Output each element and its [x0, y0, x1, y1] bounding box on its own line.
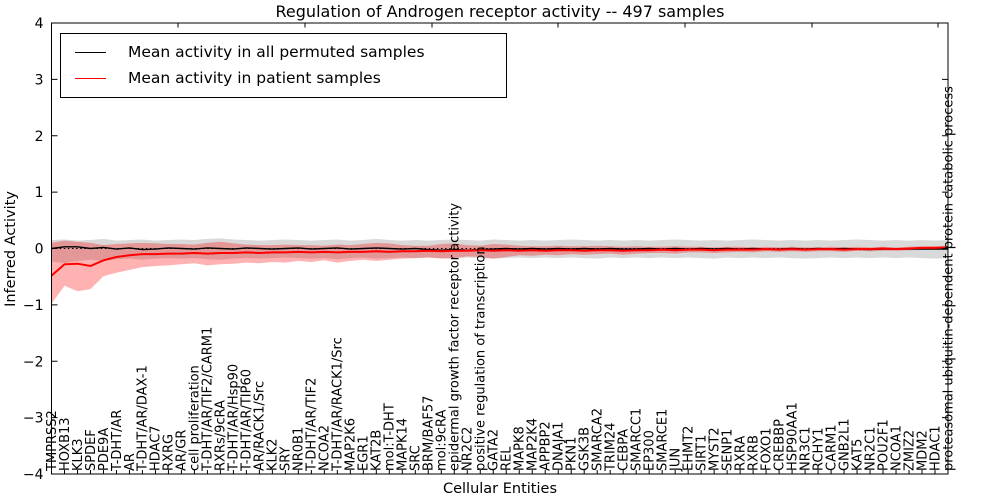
x-tick-label: SRC: [409, 445, 424, 471]
x-tick-label: AR: [123, 453, 138, 471]
x-tick-label: CEBPA: [616, 429, 631, 471]
x-tick-label: RXRs/9cRA: [214, 400, 229, 471]
x-tick-label: SRY: [279, 447, 294, 471]
x-tick-label: positive regulation of transcription: [474, 246, 489, 471]
x-tick-label: T-DHT/AR/DAX-1: [136, 365, 151, 472]
y-tick-label: −4: [23, 467, 44, 483]
x-tick-label: TMPRSS2: [45, 410, 60, 472]
x-tick-label: RXRG: [162, 434, 177, 471]
y-axis-label: Inferred Activity: [3, 191, 19, 307]
x-tick-label: mol:9cRA: [435, 409, 450, 471]
x-tick-label: MAPK14: [396, 418, 411, 471]
x-tick-label: NR3C1: [798, 427, 813, 471]
x-tick-label: NR0B1: [292, 427, 307, 471]
x-tick-label: epidermal growth factor receptor activit…: [448, 203, 463, 471]
x-tick-label: NCOA2: [318, 425, 333, 471]
x-tick-label: T-DHT/AR/TIF2: [305, 378, 320, 472]
permuted-line-sample-icon: [75, 51, 106, 53]
x-tick-label: HOXB13: [58, 417, 73, 471]
x-tick-label: KAT5: [850, 439, 865, 471]
y-tick-label: 4: [35, 16, 44, 32]
x-tick-label: HDAC7: [149, 425, 164, 471]
x-tick-label: T-DHT/AR/TIF2/CARM1: [201, 327, 216, 472]
x-tick-label: SMARCC1: [629, 408, 644, 471]
x-tick-label: ZMIZ2: [902, 430, 917, 471]
y-tick-label: −2: [23, 354, 44, 370]
x-tick-label: AR/GR: [175, 430, 190, 471]
x-tick-label: GNB2L1: [837, 418, 852, 471]
x-tick-label: RXRB: [746, 435, 761, 471]
patient-line-sample-icon: [75, 78, 106, 80]
patient-mean-line: [50, 246, 949, 277]
y-tick-label: −1: [23, 298, 44, 314]
legend-entry-patient: Mean activity in patient samples: [75, 69, 506, 87]
y-tick-label: 3: [35, 72, 44, 88]
x-tick-label: BRM/BAF57: [422, 396, 437, 471]
x-tick-label: DNAJA1: [552, 422, 567, 471]
x-tick-label: KLK3: [71, 438, 86, 471]
patient-band: [51, 240, 948, 304]
legend-label-permuted: Mean activity in all permuted samples: [128, 42, 425, 61]
x-tick-label: PDE9A: [97, 428, 112, 471]
x-tick-label: MAP2K6: [344, 418, 359, 471]
x-tick-label: POU2F1: [876, 419, 891, 471]
legend-entry-permuted: Mean activity in all permuted samples: [75, 42, 506, 61]
x-tick-label: MAPK8: [513, 426, 528, 471]
x-tick-label: SMARCE1: [655, 409, 670, 471]
x-tick-label: PKN1: [565, 437, 580, 471]
x-tick-label: T-DHT/AR/TIP60: [240, 369, 255, 472]
x-tick-label: RCHY1: [811, 428, 826, 471]
x-tick-label: EHMT2: [681, 426, 696, 471]
x-tick-label: JUN: [668, 448, 683, 472]
x-tick-label: AR/RACK1/Src: [253, 381, 268, 471]
x-axis-label: Cellular Entities: [442, 481, 558, 497]
x-tick-label: T-DHT/AR: [110, 410, 125, 472]
x-tick-label: EGR1: [357, 435, 372, 471]
x-tick-label: CARM1: [824, 425, 839, 472]
x-tick-label: cell proliferation: [188, 365, 203, 471]
x-tick-label: EP300: [642, 430, 657, 471]
y-tick-label: 0: [35, 242, 44, 258]
x-tick-label: T-DHT/AR/RACK1/Src: [331, 337, 346, 472]
x-tick-label: GSK3B: [578, 427, 593, 471]
y-tick-label: 1: [35, 185, 44, 201]
x-tick-label: SMARCA2: [590, 408, 605, 471]
chart-title: Regulation of Androgen receptor activity…: [275, 2, 725, 21]
x-tick-label: REL: [500, 446, 515, 471]
x-tick-label: KAT2B: [370, 430, 385, 471]
x-tick-label: HDAC1: [928, 425, 943, 471]
x-tick-label: APPBP2: [539, 421, 554, 471]
x-tick-label: SENP1: [720, 429, 735, 471]
x-tick-label: FOXO1: [759, 428, 774, 471]
x-tick-label: proteasomal ubiquitin-dependent protein …: [941, 86, 956, 471]
x-tick-label: KLK2: [266, 438, 281, 471]
x-tick-label: NR2C1: [863, 427, 878, 471]
x-tick-label: GATA2: [487, 429, 502, 471]
x-tick-label: MDM2: [915, 430, 930, 471]
legend: Mean activity in all permuted samples Me…: [60, 33, 507, 98]
x-tick-label: HSP90AA1: [785, 402, 800, 471]
x-tick-label: MAP2K4: [526, 418, 541, 471]
legend-label-patient: Mean activity in patient samples: [128, 69, 381, 87]
x-tick-label: mol:T-DHT: [383, 403, 398, 471]
x-tick-label: MYST2: [707, 427, 722, 471]
x-tick-label: SPDEF: [84, 429, 99, 471]
y-tick-label: −3: [23, 411, 44, 427]
x-tick-label: CREBBP: [772, 419, 787, 471]
y-tick-label: 2: [35, 129, 44, 145]
x-tick-label: SIRT1: [694, 435, 709, 471]
x-tick-label: T-DHT/AR/Hsp90: [227, 364, 242, 472]
x-tick-label: TRIM24: [603, 422, 618, 472]
x-tick-label: NCOA1: [889, 425, 904, 471]
x-tick-label: RXRA: [733, 436, 748, 471]
x-tick-label: NR2C2: [461, 427, 476, 471]
